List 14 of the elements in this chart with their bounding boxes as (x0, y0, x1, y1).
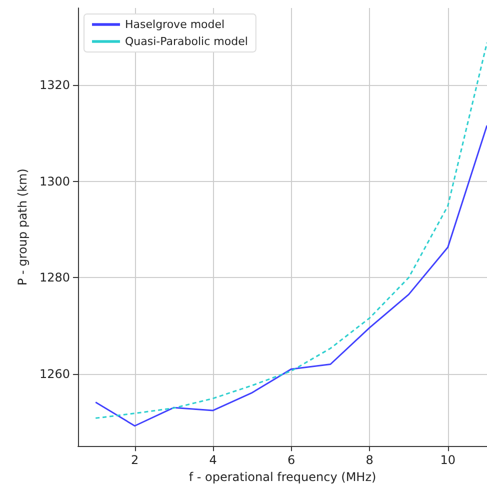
x-axis-title: f - operational frequency (MHz) (188, 470, 376, 484)
line-series (94, 124, 487, 427)
y-tick-label: 1320 (39, 78, 70, 92)
y-tick-label: 1280 (39, 270, 70, 285)
x-tick-label: 10 (440, 453, 456, 468)
legend-label: Quasi-Parabolic model (125, 35, 248, 48)
x-tick-label: 4 (209, 453, 217, 468)
x-tick-label: 2 (130, 453, 139, 468)
y-tick-label: 1260 (39, 366, 70, 381)
legend-label: Haselgrove model (125, 18, 225, 31)
x-tick-label: 8 (366, 453, 374, 468)
x-tick-label: 6 (287, 453, 296, 468)
y-tick-label: 1300 (39, 174, 70, 188)
y-axis-title: P - group path (km) (16, 168, 30, 286)
